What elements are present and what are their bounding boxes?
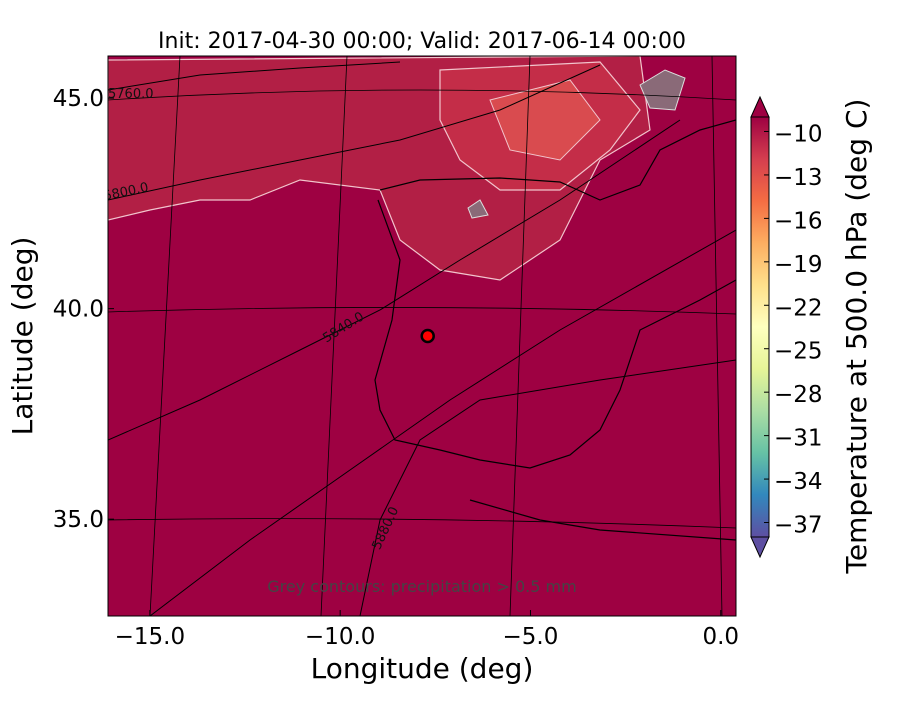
- precipitation-area: [467, 199, 489, 219]
- precipitation-area: [639, 69, 686, 111]
- warm-region: [489, 79, 601, 161]
- colorbar-tick-label: −25: [774, 339, 823, 365]
- colorbar-tick-label: −19: [774, 252, 823, 278]
- colorbar-tick-label: −16: [774, 208, 823, 234]
- plot-frame: [107, 55, 737, 617]
- x-tick-label: 0.0: [702, 624, 739, 650]
- contour-line: [108, 119, 681, 441]
- colorbar: −10 −13 −16 −19 −22 −25 −28 −31 −34 −37: [750, 95, 823, 559]
- colorbar-tick-label: −13: [774, 165, 823, 191]
- colorbar-tick-label: −37: [774, 513, 823, 539]
- x-tick-label: −5.0: [503, 624, 559, 650]
- colorbar-tick-label: −31: [774, 426, 823, 452]
- x-tick-label: −10.0: [305, 624, 375, 650]
- parallel: [108, 89, 736, 529]
- colorbar-tick-label: −28: [774, 382, 823, 408]
- contour-line: [108, 64, 601, 201]
- chart-title: Init: 2017-04-30 00:00; Valid: 2017-06-1…: [158, 29, 686, 54]
- colorbar-label: Temperature at 500.0 hPa (deg C): [840, 99, 873, 575]
- meridian: [149, 56, 723, 616]
- x-axis-label: Longitude (deg): [311, 652, 534, 685]
- y-tick-label: 40.0: [53, 297, 104, 323]
- y-tick-label: 35.0: [53, 507, 104, 533]
- contour-label: 5760.0: [108, 87, 154, 102]
- contour-line: [149, 229, 736, 616]
- y-axis-label: Latitude (deg): [6, 237, 39, 436]
- map-area: 5760.0 5800.0 5840.0 5880.0 Grey contour…: [108, 56, 736, 616]
- contour-line: [359, 359, 736, 616]
- x-tick-label: −15.0: [115, 624, 185, 650]
- colorbar-extend: [750, 95, 770, 118]
- colorbar-scale: [750, 116, 770, 538]
- location-marker: [420, 328, 435, 344]
- contour-line: [108, 61, 401, 91]
- annotation: Grey contours: precipitation > 0.5 mm: [267, 577, 576, 596]
- coastline: [374, 119, 736, 541]
- colorbar-tick-label: −22: [774, 295, 823, 321]
- colorbar-tick-label: −34: [774, 469, 823, 495]
- y-tick-label: 45.0: [53, 86, 104, 112]
- colorbar-tick-label: −10: [774, 121, 823, 147]
- colorbar-extend: [750, 536, 770, 559]
